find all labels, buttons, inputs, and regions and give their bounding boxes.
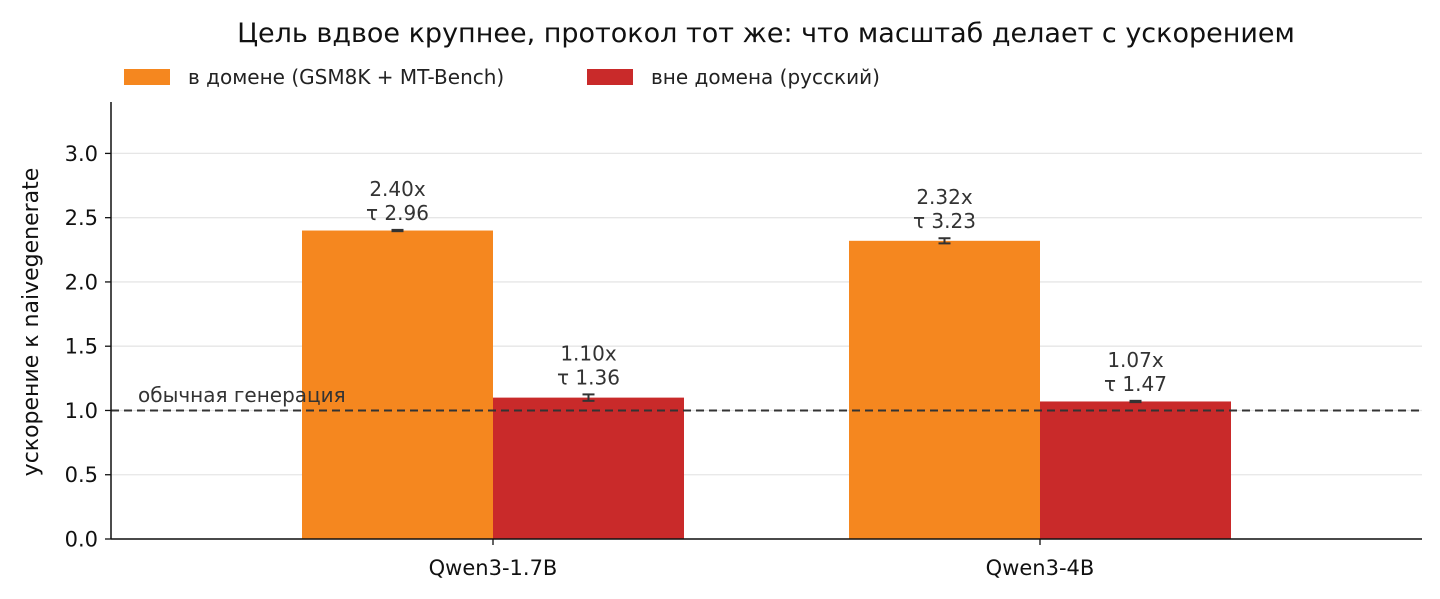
reference-line-label: обычная генерация (138, 383, 346, 407)
bar-data-label: 2.40x (369, 177, 426, 201)
bar-data-label: τ 2.96 (366, 201, 429, 225)
bar (302, 230, 493, 539)
bar-data-label: 1.10x (560, 341, 617, 365)
y-tick-label: 3.0 (65, 142, 98, 166)
legend-label-in-domain: в домене (GSM8K + MT-Bench) (188, 65, 504, 89)
bar-data-label: τ 1.36 (557, 365, 620, 389)
bars (302, 228, 1231, 539)
x-tick-label: Qwen3-1.7B (429, 556, 558, 580)
x-tick-label: Qwen3-4B (986, 556, 1095, 580)
legend-swatch-in-domain (124, 69, 170, 85)
y-tick-label: 1.5 (65, 335, 98, 359)
y-axis-label: ускорение к naivegenerate (19, 168, 44, 477)
bar-data-label: τ 1.47 (1104, 372, 1167, 396)
y-tick-label: 2.0 (65, 270, 98, 294)
y-tick-label: 2.5 (65, 206, 98, 230)
bar-data-label: τ 3.23 (913, 209, 976, 233)
axes: 0.0 0.5 1.0 1.5 2.0 2.5 3.0 Qwen3-1.7B Qwen3-4B (65, 102, 1422, 580)
bar (849, 240, 1040, 539)
y-tick-label: 0.0 (65, 528, 98, 552)
bar-data-label: 1.07x (1107, 348, 1164, 372)
legend: в домене (GSM8K + MT-Bench) вне домена (… (124, 65, 880, 89)
y-tick-label: 0.5 (65, 463, 98, 487)
legend-label-out-of-domain: вне домена (русский) (651, 65, 880, 89)
chart-title: Цель вдвое крупнее, протокол тот же: что… (237, 18, 1295, 49)
reference-line-group: обычная генерация (111, 383, 1422, 412)
bar (1040, 401, 1231, 539)
legend-swatch-out-of-domain (587, 69, 633, 85)
bar (493, 397, 684, 539)
bar-data-label: 2.32x (916, 185, 973, 209)
y-tick-label: 1.0 (65, 399, 98, 423)
